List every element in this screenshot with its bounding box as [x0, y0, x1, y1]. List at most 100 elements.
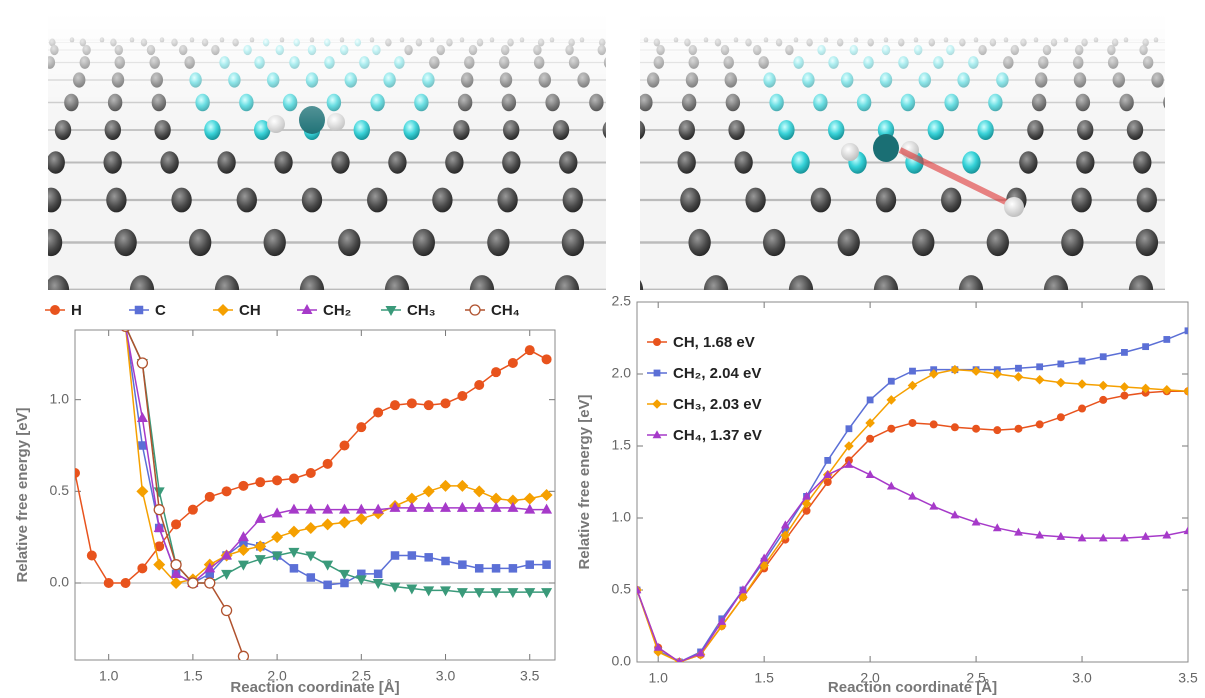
marker	[87, 551, 97, 561]
marker	[338, 517, 350, 529]
marker	[1014, 372, 1024, 382]
atom	[5, 120, 21, 140]
marker	[322, 504, 333, 514]
legend-marker	[652, 399, 662, 409]
x-tick-label: 1.0	[648, 670, 668, 686]
marker	[887, 425, 895, 433]
marker	[137, 358, 147, 368]
marker	[541, 588, 552, 598]
legend-label: CH₂	[323, 302, 351, 319]
marker	[171, 519, 181, 529]
marker	[457, 391, 467, 401]
atom	[10, 56, 20, 69]
marker	[908, 381, 918, 391]
legend-marker	[653, 338, 661, 346]
marker	[507, 588, 518, 598]
marker	[322, 561, 333, 571]
marker	[305, 552, 316, 562]
atom	[610, 37, 615, 43]
legend-label: C	[155, 302, 166, 319]
marker	[171, 560, 181, 570]
marker	[70, 468, 80, 478]
marker	[541, 504, 552, 514]
marker	[305, 522, 317, 534]
atom	[34, 72, 46, 87]
marker	[406, 502, 417, 512]
marker	[846, 425, 853, 432]
marker	[541, 489, 553, 501]
atom	[18, 45, 26, 55]
marker	[457, 588, 468, 598]
marker	[307, 573, 316, 582]
atom	[1178, 56, 1188, 69]
marker	[1035, 375, 1045, 385]
marker	[355, 513, 367, 525]
marker	[491, 588, 502, 598]
marker	[391, 551, 400, 560]
marker	[222, 486, 232, 496]
y-axis-title: Relative free energy [eV]	[576, 394, 593, 569]
marker	[474, 502, 485, 512]
atom	[19, 39, 25, 47]
marker	[356, 504, 367, 514]
marker	[423, 485, 435, 497]
marker	[909, 368, 916, 375]
marker	[424, 400, 434, 410]
legend-marker	[135, 306, 144, 315]
marker	[458, 560, 467, 569]
marker	[491, 502, 502, 512]
molecule-render	[594, 12, 1205, 305]
atom	[616, 72, 628, 87]
marker	[867, 397, 874, 404]
x-axis-title: Reaction coordinate [Å]	[230, 679, 399, 696]
marker	[271, 531, 283, 543]
marker	[509, 564, 518, 573]
marker	[323, 459, 333, 469]
legend-label: CH	[239, 302, 261, 319]
x-tick-label: 1.0	[99, 668, 119, 684]
marker	[154, 505, 164, 515]
marker	[1099, 396, 1107, 404]
marker	[289, 474, 299, 484]
marker	[188, 578, 198, 588]
series-line	[126, 326, 547, 592]
marker	[475, 564, 484, 573]
marker	[440, 480, 452, 492]
marker	[491, 367, 501, 377]
atom	[614, 229, 636, 256]
marker	[104, 578, 114, 588]
legend-label: CH₂, 2.04 eV	[673, 365, 761, 382]
atom	[630, 45, 638, 55]
legend-label: CH₄	[491, 302, 520, 319]
marker	[154, 487, 165, 497]
marker	[423, 502, 434, 512]
marker	[221, 570, 232, 580]
atom	[1004, 197, 1024, 217]
marker	[524, 588, 535, 598]
y-tick-label: 1.0	[50, 390, 70, 406]
atom	[20, 94, 34, 112]
marker	[305, 504, 316, 514]
legend-marker	[386, 306, 397, 316]
marker	[525, 560, 534, 569]
x-tick-label: 1.5	[754, 670, 774, 686]
marker	[1036, 363, 1043, 370]
marker	[1056, 378, 1066, 388]
marker	[288, 526, 300, 538]
y-tick-label: 0.0	[50, 574, 70, 590]
marker	[423, 586, 434, 596]
marker	[492, 564, 501, 573]
figure: 1.01.52.02.53.03.50.00.51.0Reaction coor…	[0, 0, 1205, 698]
marker	[322, 518, 334, 530]
molecule-render	[5, 12, 703, 305]
atom	[40, 37, 45, 43]
marker	[1185, 327, 1192, 334]
marker	[136, 485, 148, 497]
atom	[608, 72, 620, 87]
y-axis-title: Relative free energy [eV]	[14, 407, 31, 582]
atom	[621, 151, 639, 173]
marker	[1077, 379, 1087, 389]
page: {"chart_data": [ {"type": "line", "legen…	[0, 0, 1205, 698]
marker	[238, 561, 249, 571]
